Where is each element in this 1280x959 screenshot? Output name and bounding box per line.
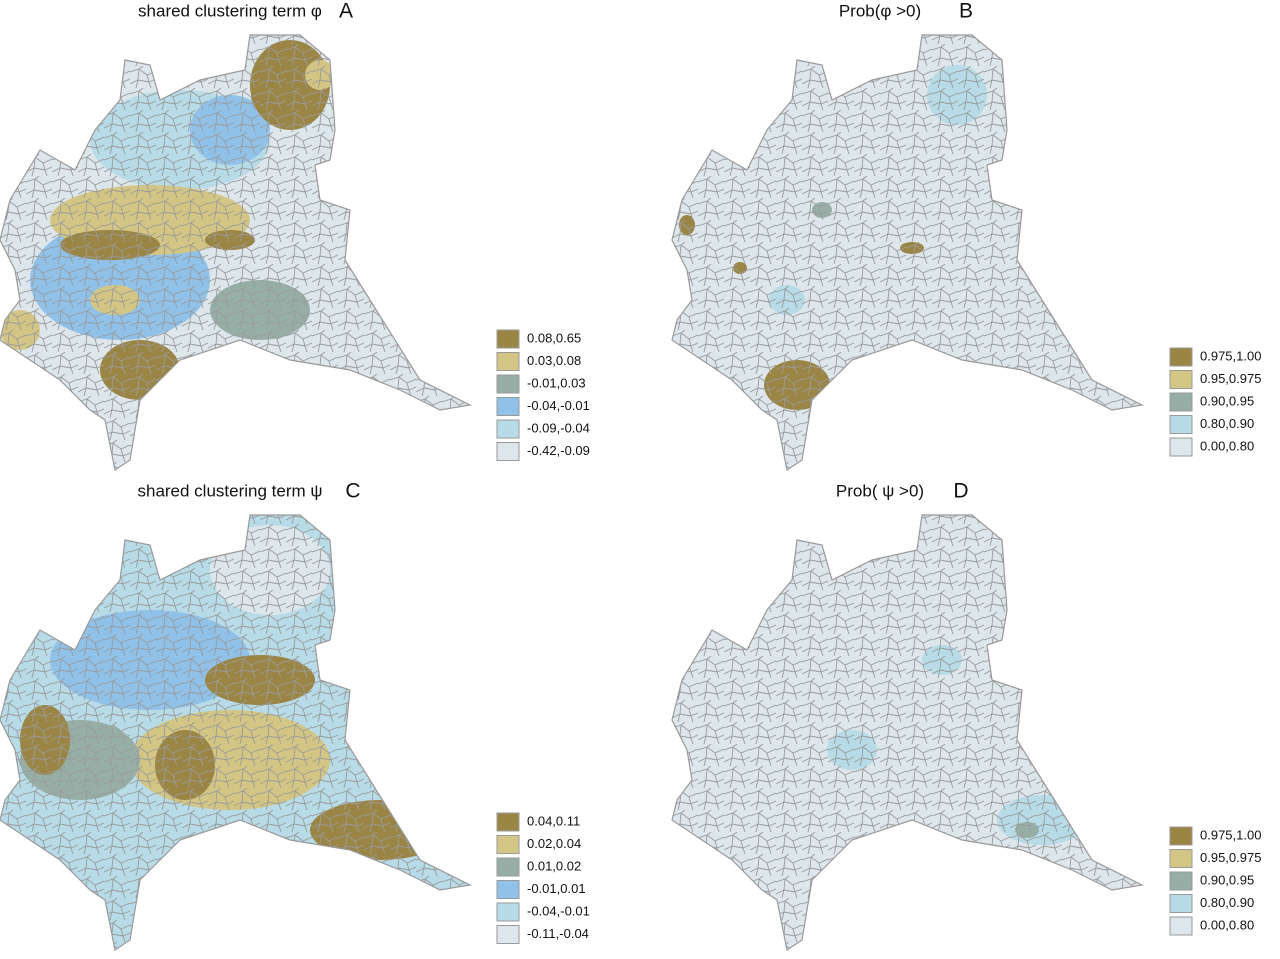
legend-swatch (496, 352, 520, 371)
legend-label: -0.42,-0.09 (527, 443, 590, 458)
legend-label: 0.00,0.80 (1200, 917, 1254, 932)
map-panel (0, 34, 471, 471)
panel-title: shared clustering term φ (138, 1, 322, 20)
map-panel (0, 514, 471, 951)
legend-swatch (1169, 916, 1193, 936)
legend-label: 0.04,0.11 (527, 813, 580, 828)
panel-letter: C (345, 480, 360, 503)
legend-swatch (496, 925, 520, 944)
map-panel (671, 514, 1143, 951)
legend-label: 0.95,0.975 (1200, 371, 1261, 386)
legend-label: -0.01,0.03 (527, 375, 586, 390)
legend-label: 0.975,1.00 (1200, 348, 1261, 363)
legend-swatch (1169, 894, 1193, 913)
legend-swatch (496, 902, 520, 922)
legend-swatch (1169, 871, 1193, 891)
panel-letter: B (959, 0, 973, 23)
legend-swatch (496, 835, 520, 854)
legend-swatch (496, 397, 520, 416)
legend-label: 0.975,1.00 (1200, 827, 1261, 842)
legend-label: 0.95,0.975 (1200, 850, 1261, 865)
legend-swatch (1169, 849, 1193, 868)
legend-label: 0.03,0.08 (527, 353, 581, 368)
legend-swatch (496, 419, 520, 439)
legend-label: -0.04,-0.01 (527, 398, 590, 413)
legend-swatch (1169, 826, 1193, 846)
legend-label: -0.11,-0.04 (527, 926, 589, 941)
legend-swatch (1169, 347, 1193, 367)
map-panel (671, 34, 1143, 471)
panel-letter: A (339, 0, 353, 23)
legend-label: -0.04,-0.01 (527, 903, 590, 918)
panel-title: Prob( ψ >0) (836, 481, 924, 500)
legend-swatch (496, 880, 520, 899)
panel-title: Prob(φ >0) (839, 1, 921, 20)
legend-swatch (496, 442, 520, 461)
legend-swatch (1169, 370, 1193, 389)
legend-swatch (496, 329, 520, 349)
legend-swatch (496, 857, 520, 877)
legend-swatch (496, 812, 520, 832)
panel-title: shared clustering term ψ (137, 481, 322, 500)
legend-label: 0.80,0.90 (1200, 416, 1254, 431)
legend-label: 0.90,0.95 (1200, 872, 1254, 887)
legend-label: 0.80,0.90 (1200, 895, 1254, 910)
legend-swatch (1169, 415, 1193, 434)
legend-label: 0.02,0.04 (527, 836, 581, 851)
legend-label: 0.90,0.95 (1200, 393, 1254, 408)
legend-label: 0.01,0.02 (527, 858, 581, 873)
legend-label: 0.00,0.80 (1200, 438, 1254, 453)
legend-label: 0.08,0.65 (527, 330, 581, 345)
legend-swatch (1169, 437, 1193, 457)
legend-label: -0.01,0.01 (527, 881, 586, 896)
legend-swatch (496, 374, 520, 394)
legend-label: -0.09,-0.04 (527, 420, 590, 435)
legend-swatch (1169, 392, 1193, 412)
panel-letter: D (953, 480, 968, 503)
